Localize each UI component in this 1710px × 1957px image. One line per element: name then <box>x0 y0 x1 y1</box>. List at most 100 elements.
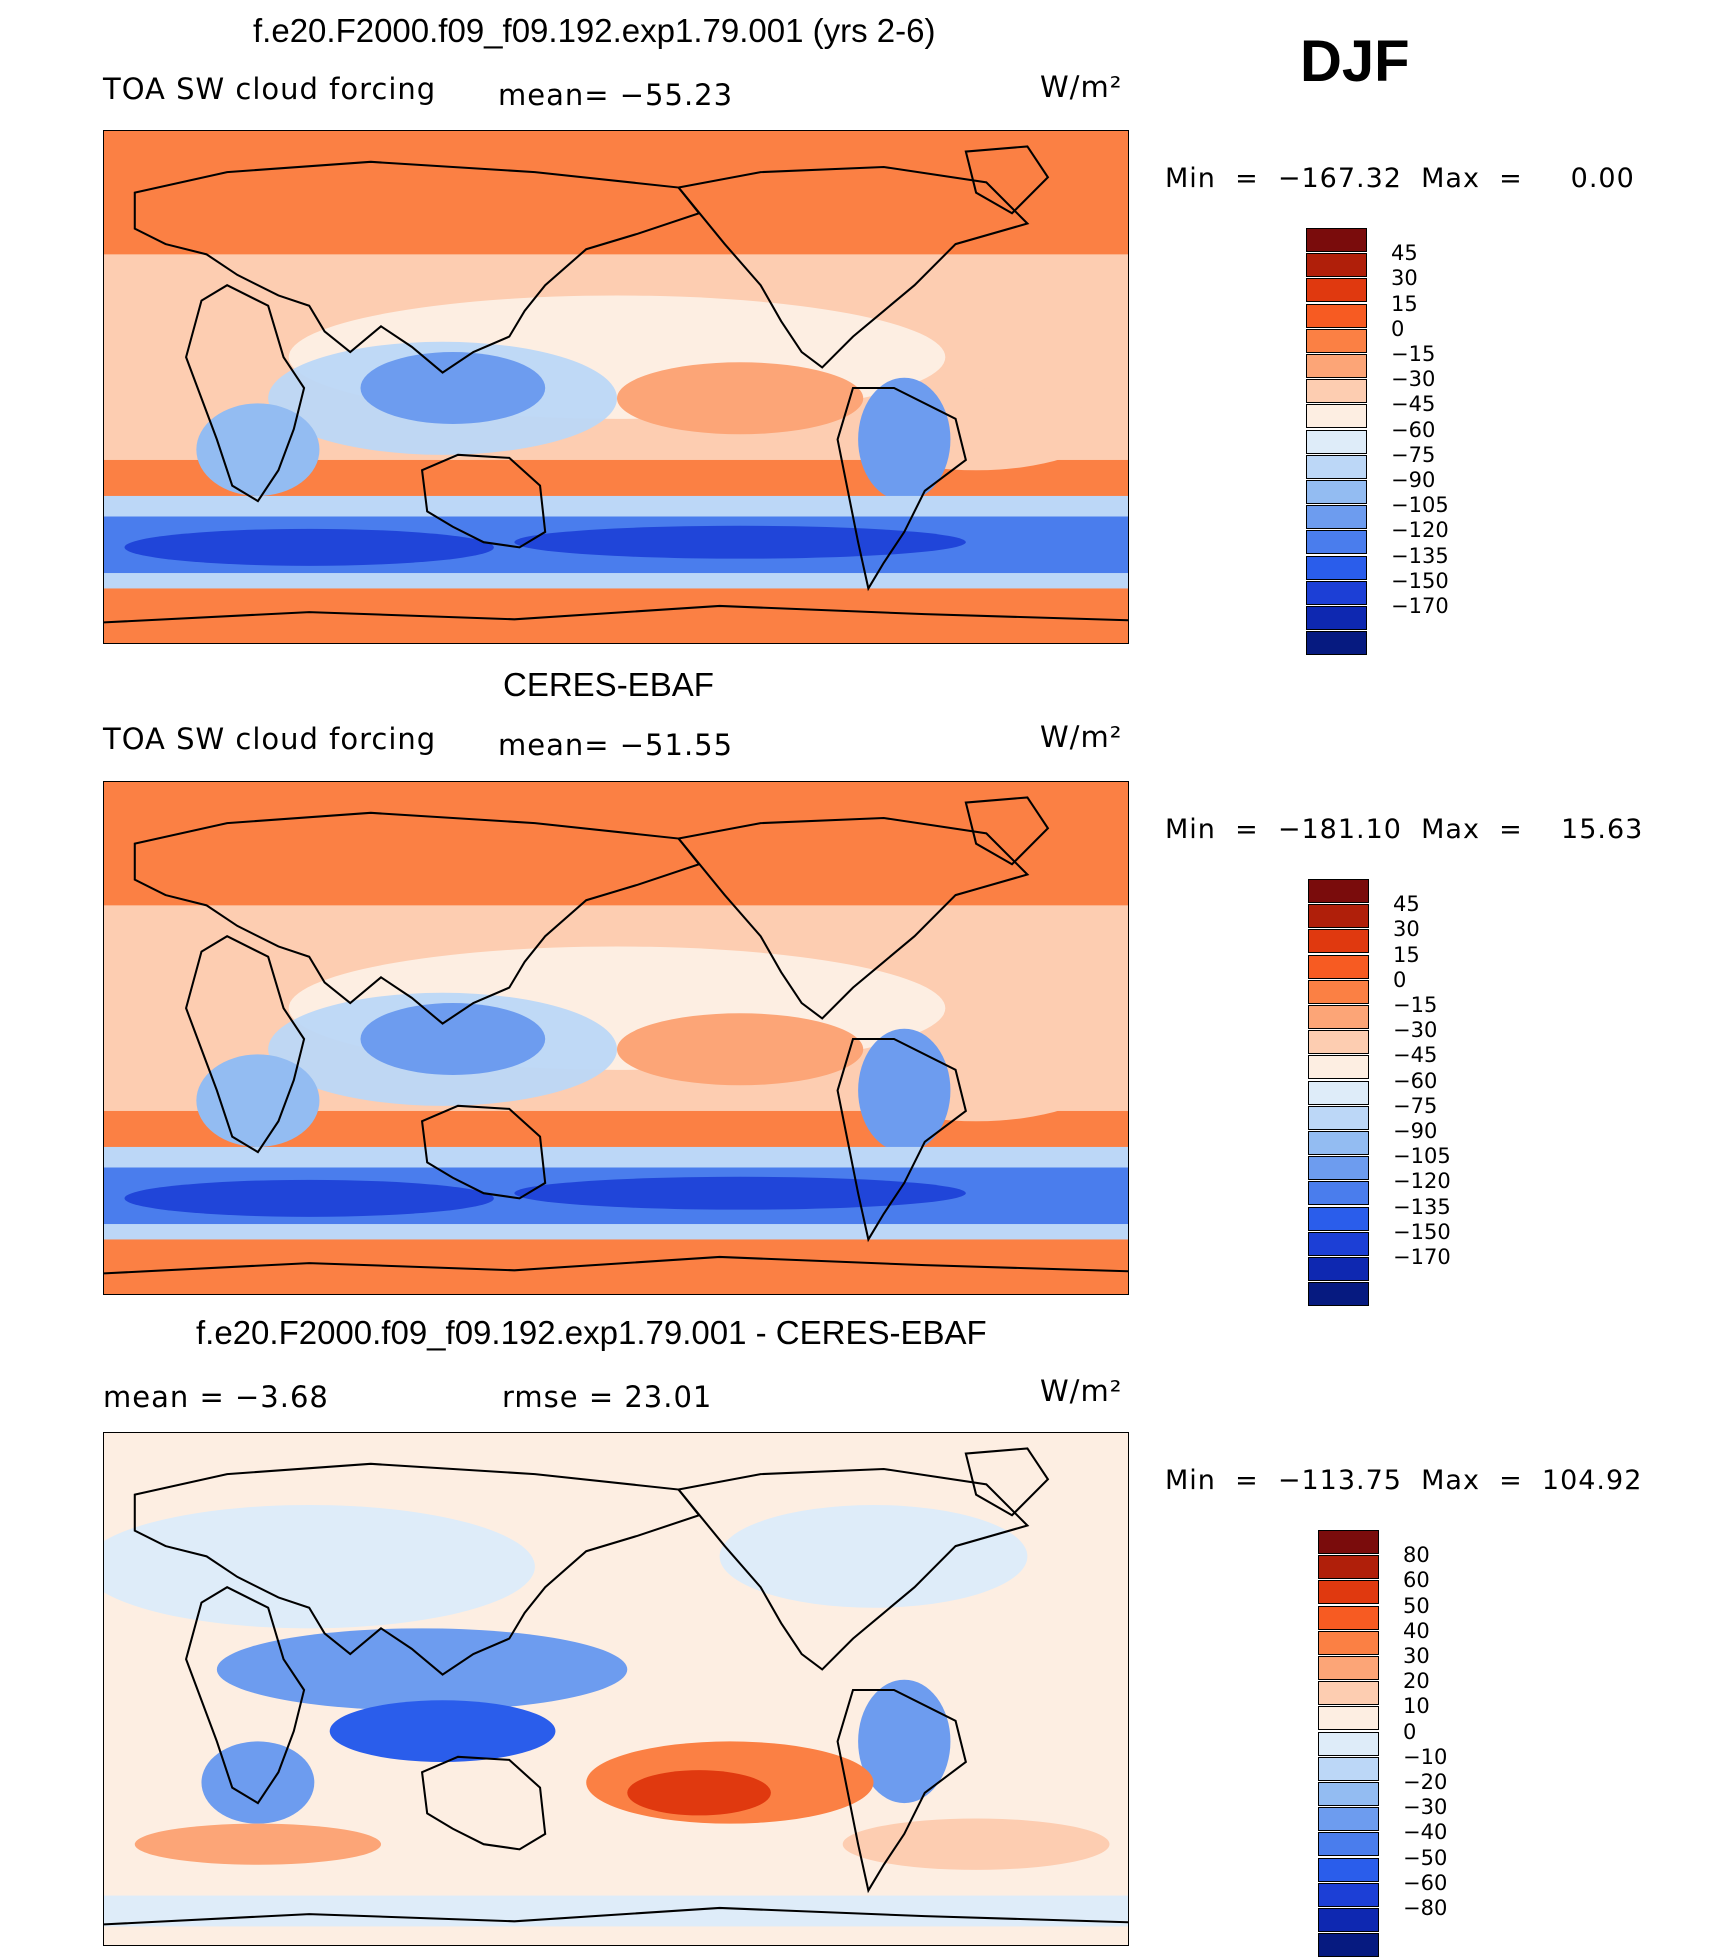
colorbar-box <box>1308 1206 1369 1231</box>
colorbar-box <box>1308 1005 1369 1029</box>
colorbar-tick-label: −135 <box>1393 1194 1451 1219</box>
colorbar-tick-label: −10 <box>1403 1744 1448 1769</box>
colorbar-box <box>1308 954 1369 979</box>
colorbar-tick-label: 15 <box>1391 291 1418 316</box>
colorbar-box <box>1308 979 1369 1004</box>
colorbar-tick-label: −40 <box>1403 1820 1448 1845</box>
colorbar-tick-label: −30 <box>1393 1018 1438 1043</box>
panel-1-title: f.e20.F2000.f09_f09.192.exp1.79.001 (yrs… <box>253 12 936 49</box>
colorbar-tick-label: −45 <box>1391 392 1436 417</box>
panel-1-units: W/m² <box>1040 70 1123 104</box>
colorbar-box <box>1306 454 1367 479</box>
colorbar-box <box>1318 1933 1379 1957</box>
colorbar-box <box>1306 278 1367 303</box>
colorbar-box <box>1306 328 1367 353</box>
colorbar-tick-label: −15 <box>1391 342 1436 366</box>
colorbar-tick-label: −45 <box>1393 1043 1438 1068</box>
panel-3-map <box>103 1432 1129 1946</box>
colorbar-box <box>1308 1156 1369 1181</box>
colorbar-box <box>1308 1080 1369 1105</box>
colorbar-box <box>1306 354 1367 378</box>
panel-2-variable-label: TOA SW cloud forcing <box>103 722 437 756</box>
colorbar-tick-label: 60 <box>1403 1568 1430 1593</box>
colorbar-box <box>1308 1055 1369 1080</box>
colorbar-box <box>1308 1131 1369 1155</box>
colorbar-box <box>1318 1731 1379 1756</box>
colorbar-tick-label: −75 <box>1393 1093 1438 1118</box>
colorbar-tick-label: −90 <box>1391 468 1436 492</box>
colorbar-box <box>1318 1681 1379 1706</box>
colorbar-tick-label: −105 <box>1393 1144 1451 1169</box>
colorbar-tick-label: 30 <box>1403 1644 1430 1668</box>
panel-2-mean-label: mean= −51.55 <box>498 728 734 762</box>
colorbar-box <box>1318 1530 1379 1554</box>
colorbar-box <box>1306 429 1367 454</box>
panel-1-map <box>103 130 1129 644</box>
colorbar-box <box>1318 1908 1379 1932</box>
colorbar-tick-label: 40 <box>1403 1618 1430 1643</box>
colorbar-tick-label: 0 <box>1393 967 1407 992</box>
colorbar-tick-label: 0 <box>1403 1719 1417 1744</box>
colorbar-box <box>1318 1706 1379 1731</box>
panel-2-units: W/m² <box>1040 720 1123 754</box>
colorbar-tick-label: −20 <box>1403 1770 1448 1794</box>
panel-1-variable-label: TOA SW cloud forcing <box>103 72 437 106</box>
colorbar-box <box>1308 1257 1369 1281</box>
colorbar-tick-label: −50 <box>1403 1845 1448 1870</box>
panel-3-minmax: Min = −113.75 Max = 104.92 <box>1165 1465 1643 1496</box>
panel-3-units: W/m² <box>1040 1374 1123 1408</box>
colorbar-tick-label: −105 <box>1391 493 1449 518</box>
colorbar-box <box>1308 1282 1369 1307</box>
colorbar-tick-label: −60 <box>1393 1068 1438 1093</box>
colorbar-tick-label: −135 <box>1391 543 1449 568</box>
colorbar-box <box>1306 631 1367 656</box>
colorbar-box <box>1308 879 1369 903</box>
colorbar-box <box>1318 1807 1379 1832</box>
colorbar-box <box>1318 1857 1379 1882</box>
colorbar-box <box>1306 580 1367 605</box>
colorbar-box <box>1318 1782 1379 1806</box>
colorbar-box <box>1306 379 1367 404</box>
colorbar-tick-label: 10 <box>1403 1694 1430 1719</box>
colorbar-tick-label: −150 <box>1391 568 1449 593</box>
colorbar-box <box>1308 929 1369 954</box>
colorbar-box <box>1308 1105 1369 1130</box>
colorbar-box <box>1306 530 1367 555</box>
panel-3-rmse-label: rmse = 23.01 <box>502 1380 713 1414</box>
colorbar-box <box>1308 1181 1369 1206</box>
colorbar-tick-label: −30 <box>1403 1795 1448 1820</box>
colorbar-box <box>1306 404 1367 429</box>
colorbar-box <box>1318 1605 1379 1630</box>
colorbar-tick-label: 30 <box>1393 917 1420 942</box>
colorbar-box <box>1308 904 1369 929</box>
colorbar-tick-label: 0 <box>1391 316 1405 341</box>
colorbar-tick-label: −150 <box>1393 1219 1451 1244</box>
colorbar-box <box>1318 1555 1379 1580</box>
colorbar-box <box>1308 1030 1369 1055</box>
colorbar-box <box>1318 1656 1379 1680</box>
colorbar-tick-label: 80 <box>1403 1543 1430 1568</box>
colorbar-box <box>1306 303 1367 328</box>
colorbar-box <box>1306 253 1367 278</box>
colorbar-box <box>1318 1882 1379 1907</box>
panel-2-map <box>103 781 1129 1295</box>
colorbar-tick-label: −75 <box>1391 442 1436 467</box>
panel-3-title: f.e20.F2000.f09_f09.192.exp1.79.001 - CE… <box>196 1314 987 1351</box>
colorbar-tick-label: −90 <box>1393 1119 1438 1143</box>
colorbar-box <box>1306 505 1367 530</box>
colorbar-tick-label: 15 <box>1393 942 1420 967</box>
colorbar-tick-label: 30 <box>1391 266 1418 291</box>
colorbar-box <box>1308 1231 1369 1256</box>
colorbar-tick-label: 45 <box>1391 241 1418 266</box>
colorbar-tick-label: −30 <box>1391 367 1436 392</box>
colorbar-tick-label: −80 <box>1403 1896 1448 1920</box>
colorbar-tick-label: 45 <box>1393 892 1420 917</box>
colorbar-tick-label: −170 <box>1391 594 1449 618</box>
panel-3-mean-label: mean = −3.68 <box>103 1380 329 1414</box>
colorbar-box <box>1318 1756 1379 1781</box>
colorbar-tick-label: 20 <box>1403 1669 1430 1694</box>
colorbar-tick-label: −15 <box>1393 993 1438 1017</box>
panel-2-title: CERES-EBAF <box>503 666 714 703</box>
colorbar-box <box>1318 1630 1379 1655</box>
colorbar-tick-label: 50 <box>1403 1593 1430 1618</box>
